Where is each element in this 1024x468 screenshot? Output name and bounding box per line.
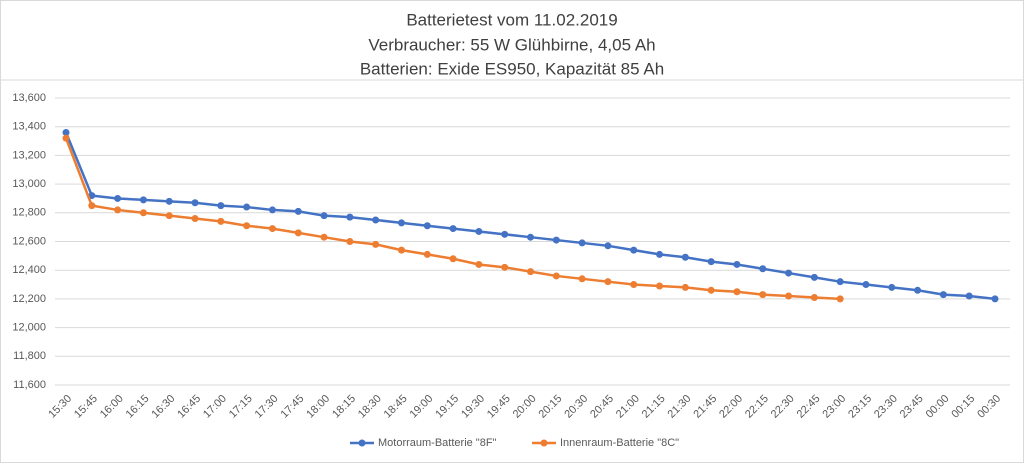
data-point <box>888 283 896 291</box>
data-point <box>965 292 973 300</box>
data-point <box>501 263 509 271</box>
data-point <box>449 255 457 263</box>
data-point <box>165 197 173 205</box>
data-point <box>552 236 560 244</box>
data-point <box>939 291 947 299</box>
data-point <box>397 246 405 254</box>
y-tick-label: 11,800 <box>13 350 46 362</box>
y-tick-label: 13,400 <box>12 121 46 133</box>
data-point <box>372 216 380 224</box>
data-point <box>114 194 122 202</box>
y-tick-label: 11,600 <box>13 379 46 391</box>
y-tick-label: 13,600 <box>12 92 46 104</box>
data-point <box>604 278 612 286</box>
data-point <box>165 212 173 220</box>
data-point <box>914 286 922 294</box>
data-point <box>88 192 96 200</box>
data-point <box>836 278 844 286</box>
data-point <box>88 202 96 210</box>
data-point <box>320 212 328 220</box>
data-point <box>423 222 431 230</box>
data-point <box>630 246 638 254</box>
data-point <box>785 292 793 300</box>
data-point <box>294 229 302 237</box>
y-tick-label: 13,200 <box>12 149 46 161</box>
data-point <box>346 238 354 245</box>
data-point <box>320 233 328 241</box>
data-point <box>449 225 457 233</box>
legend-marker <box>358 439 366 447</box>
data-point <box>604 242 612 250</box>
data-point <box>62 134 70 142</box>
data-point <box>810 273 818 281</box>
data-point <box>139 209 147 217</box>
data-point <box>681 283 689 291</box>
data-point <box>217 202 225 210</box>
data-point <box>501 230 509 238</box>
data-point <box>475 260 483 268</box>
data-point <box>733 288 741 296</box>
data-point <box>656 250 664 258</box>
data-point <box>681 253 689 261</box>
data-point <box>191 199 199 207</box>
chart-title: Batterietest vom 11.02.2019 <box>406 10 617 29</box>
y-tick-label: 12,800 <box>12 207 46 219</box>
data-point <box>991 295 999 303</box>
legend-label: Motorraum-Batterie "8F" <box>378 437 497 449</box>
y-tick-label: 12,400 <box>12 264 46 276</box>
data-point <box>552 272 560 280</box>
legend-label: Innenraum-Batterie "8C" <box>560 437 679 449</box>
data-point <box>836 295 844 303</box>
y-tick-label: 13,000 <box>12 178 46 190</box>
data-point <box>785 269 793 277</box>
data-point <box>578 275 586 283</box>
data-point <box>475 227 483 235</box>
data-point <box>707 286 715 294</box>
data-point <box>862 281 870 289</box>
data-point <box>114 206 122 214</box>
data-point <box>62 128 70 136</box>
y-tick-label: 12,000 <box>12 322 46 334</box>
y-tick-label: 12,600 <box>12 235 46 247</box>
data-point <box>527 233 534 241</box>
data-point <box>578 239 586 247</box>
data-point <box>423 250 431 258</box>
data-point <box>294 207 302 215</box>
data-point <box>810 293 818 301</box>
data-point <box>656 282 664 290</box>
data-point <box>217 217 225 225</box>
data-point <box>733 260 741 268</box>
data-point <box>243 203 251 211</box>
chart-subtitle: Batterien: Exide ES950, Kapazität 85 Ah <box>360 59 664 78</box>
data-point <box>759 265 767 273</box>
data-point <box>372 240 380 248</box>
y-tick-label: 12,200 <box>12 293 46 305</box>
data-point <box>759 291 767 299</box>
data-point <box>268 206 276 214</box>
data-point <box>191 215 199 223</box>
data-point <box>268 225 276 233</box>
data-point <box>630 281 638 289</box>
data-point <box>527 268 534 276</box>
data-point <box>397 219 405 227</box>
legend-marker <box>540 439 548 447</box>
data-point <box>707 258 715 266</box>
data-point <box>243 222 251 230</box>
chart-subtitle: Verbraucher: 55 W Glühbirne, 4,05 Ah <box>368 35 655 54</box>
data-point <box>139 196 147 204</box>
data-point <box>346 213 354 221</box>
